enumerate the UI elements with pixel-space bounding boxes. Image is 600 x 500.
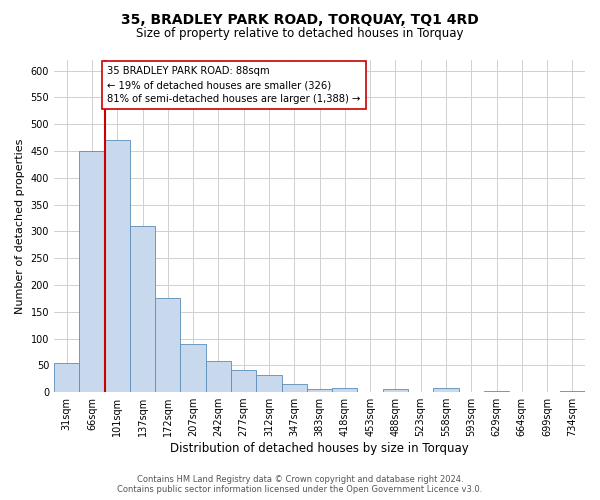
Bar [560,391,585,392]
Bar [433,388,458,392]
Bar [281,384,307,392]
Bar [332,388,358,392]
X-axis label: Distribution of detached houses by size in Torquay: Distribution of detached houses by size … [170,442,469,455]
Bar [383,389,408,392]
Bar [231,370,256,392]
Text: Contains HM Land Registry data © Crown copyright and database right 2024.
Contai: Contains HM Land Registry data © Crown c… [118,474,482,494]
Bar [104,140,130,392]
Bar [54,362,79,392]
Text: Size of property relative to detached houses in Torquay: Size of property relative to detached ho… [136,28,464,40]
Bar [307,390,332,392]
Bar [206,361,231,392]
Y-axis label: Number of detached properties: Number of detached properties [15,138,25,314]
Bar [130,226,155,392]
Bar [484,391,509,392]
Bar [79,151,104,392]
Text: 35 BRADLEY PARK ROAD: 88sqm
← 19% of detached houses are smaller (326)
81% of se: 35 BRADLEY PARK ROAD: 88sqm ← 19% of det… [107,66,361,104]
Bar [256,375,281,392]
Bar [181,344,206,392]
Text: 35, BRADLEY PARK ROAD, TORQUAY, TQ1 4RD: 35, BRADLEY PARK ROAD, TORQUAY, TQ1 4RD [121,12,479,26]
Bar [155,298,181,392]
